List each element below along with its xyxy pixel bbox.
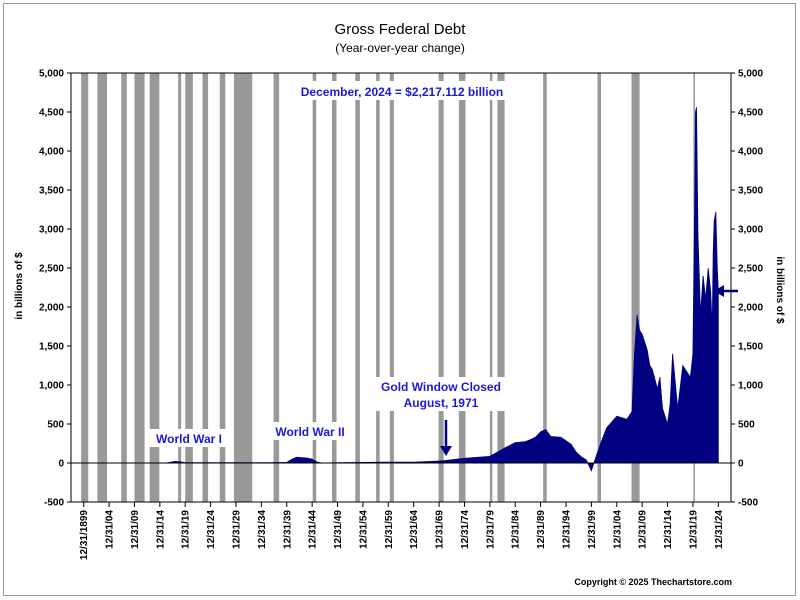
y-tick-label-left: 5,000 bbox=[39, 69, 64, 80]
x-tick-label: 12/31/09 bbox=[638, 510, 649, 549]
x-tick-label: 12/31/1899 bbox=[79, 510, 90, 560]
y-tick-label-left: 0 bbox=[58, 459, 64, 470]
x-tick-label: 12/31/04 bbox=[612, 510, 623, 549]
y-tick-label-right: -500 bbox=[738, 498, 758, 509]
y-tick-label-left: 2,000 bbox=[39, 303, 64, 314]
data-layer bbox=[83, 107, 719, 472]
recession-bar bbox=[543, 73, 547, 502]
y-tick-label-left: 1,500 bbox=[39, 342, 64, 353]
y-tick-label-right: 500 bbox=[738, 420, 755, 431]
x-tick-label: 12/31/14 bbox=[155, 510, 166, 549]
recession-bar bbox=[273, 73, 280, 502]
latest-annotation: December, 2024 = $2,217.112 billion bbox=[301, 85, 503, 99]
x-tick-label: 12/31/29 bbox=[232, 510, 243, 549]
x-tick-label: 12/31/19 bbox=[181, 510, 192, 549]
axis-ticks: -500 -500 0 0 500 500 1,000 1,000 1,500 1,500 2,00… bbox=[39, 69, 763, 561]
y-tick-label-left: 2,500 bbox=[39, 264, 64, 275]
latest-value-arrow-icon bbox=[714, 285, 738, 297]
recession-bar bbox=[233, 73, 253, 502]
x-tick-label: 12/31/89 bbox=[536, 510, 547, 549]
plot-border bbox=[70, 72, 732, 503]
recession-bar bbox=[355, 73, 360, 502]
recession-bar bbox=[489, 73, 493, 502]
x-tick-label: 12/31/44 bbox=[308, 510, 319, 549]
x-tick-label: 12/31/39 bbox=[282, 510, 293, 549]
recession-bar bbox=[219, 73, 226, 502]
x-tick-label: 12/31/74 bbox=[460, 510, 471, 549]
y-tick-label-right: 0 bbox=[738, 459, 744, 470]
recession-bar bbox=[438, 73, 444, 502]
x-tick-label: 12/31/49 bbox=[333, 510, 344, 549]
y-tick-label-right: 4,500 bbox=[738, 108, 763, 119]
recession-bar bbox=[185, 73, 193, 502]
recession-bar bbox=[631, 73, 640, 502]
y-tick-label-right: 3,000 bbox=[738, 225, 763, 236]
recession-bars bbox=[81, 73, 695, 502]
chart-frame bbox=[3, 3, 796, 596]
recession-bar bbox=[497, 73, 505, 502]
x-tick-label: 12/31/59 bbox=[384, 510, 395, 549]
recession-bar bbox=[81, 73, 89, 502]
recession-bar bbox=[149, 73, 160, 502]
y-axis-label-right: in billions of $ bbox=[774, 256, 785, 324]
copyright: Copyright © 2025 Thechartstore.com bbox=[574, 577, 732, 587]
gold-arrow-icon bbox=[440, 420, 452, 456]
recession-bar bbox=[597, 73, 602, 502]
y-tick-label-left: 1,000 bbox=[39, 381, 64, 392]
y-tick-label-right: 3,500 bbox=[738, 186, 763, 197]
y-tick-label-right: 2,500 bbox=[738, 264, 763, 275]
x-tick-label: 12/31/19 bbox=[688, 510, 699, 549]
x-tick-label: 12/31/14 bbox=[663, 510, 674, 549]
y-tick-label-right: 1,000 bbox=[738, 381, 763, 392]
chart-subtitle: (Year-over-year change) bbox=[335, 41, 465, 55]
recession-bar bbox=[389, 73, 394, 502]
y-tick-label-left: -500 bbox=[44, 498, 64, 509]
y-tick-label-left: 500 bbox=[47, 420, 64, 431]
gold-annotation-line2: August, 1971 bbox=[404, 396, 479, 410]
gold-annotation-box bbox=[370, 377, 515, 411]
ww1-annotation-box bbox=[147, 429, 232, 447]
x-tick-label: 12/31/34 bbox=[257, 510, 268, 549]
x-tick-label: 12/31/24 bbox=[206, 510, 217, 549]
y-tick-label-right: 2,000 bbox=[738, 303, 763, 314]
x-tick-label: 12/31/54 bbox=[358, 510, 369, 549]
x-tick-label: 12/31/24 bbox=[714, 510, 725, 549]
recession-bar bbox=[458, 73, 466, 502]
recession-bar bbox=[134, 73, 145, 502]
y-tick-label-left: 3,000 bbox=[39, 225, 64, 236]
y-tick-label-left: 4,500 bbox=[39, 108, 64, 119]
x-tick-label: 12/31/94 bbox=[562, 510, 573, 549]
y-axis-label-left: in billions of $ bbox=[14, 252, 25, 320]
y-tick-label-right: 5,000 bbox=[738, 69, 763, 80]
x-tick-label: 12/31/99 bbox=[587, 510, 598, 549]
gold-annotation-line1: Gold Window Closed bbox=[381, 380, 501, 394]
ww2-annotation-box bbox=[268, 422, 353, 440]
recession-bar bbox=[312, 73, 317, 502]
recession-bar bbox=[331, 73, 337, 502]
chart-title: Gross Federal Debt bbox=[335, 21, 467, 38]
x-tick-label: 12/31/09 bbox=[130, 510, 141, 549]
x-tick-label: 12/31/64 bbox=[409, 510, 420, 549]
y-tick-label-left: 3,500 bbox=[39, 186, 64, 197]
ww1-annotation: World War I bbox=[156, 432, 222, 446]
x-tick-label: 12/31/79 bbox=[485, 510, 496, 549]
recession-bar bbox=[202, 73, 209, 502]
recession-bar bbox=[97, 73, 108, 502]
latest-annotation-box bbox=[286, 81, 518, 100]
recession-bar bbox=[376, 73, 380, 502]
recession-bar bbox=[178, 73, 182, 502]
recession-bar bbox=[121, 73, 127, 502]
y-tick-label-right: 1,500 bbox=[738, 342, 763, 353]
y-tick-label-left: 4,000 bbox=[39, 147, 64, 158]
y-tick-label-right: 4,000 bbox=[738, 147, 763, 158]
x-tick-label: 12/31/84 bbox=[511, 510, 522, 549]
series-area bbox=[83, 107, 719, 472]
x-tick-label: 12/31/04 bbox=[105, 510, 116, 549]
ww2-annotation: World War II bbox=[275, 425, 344, 439]
x-tick-label: 12/31/69 bbox=[435, 510, 446, 549]
